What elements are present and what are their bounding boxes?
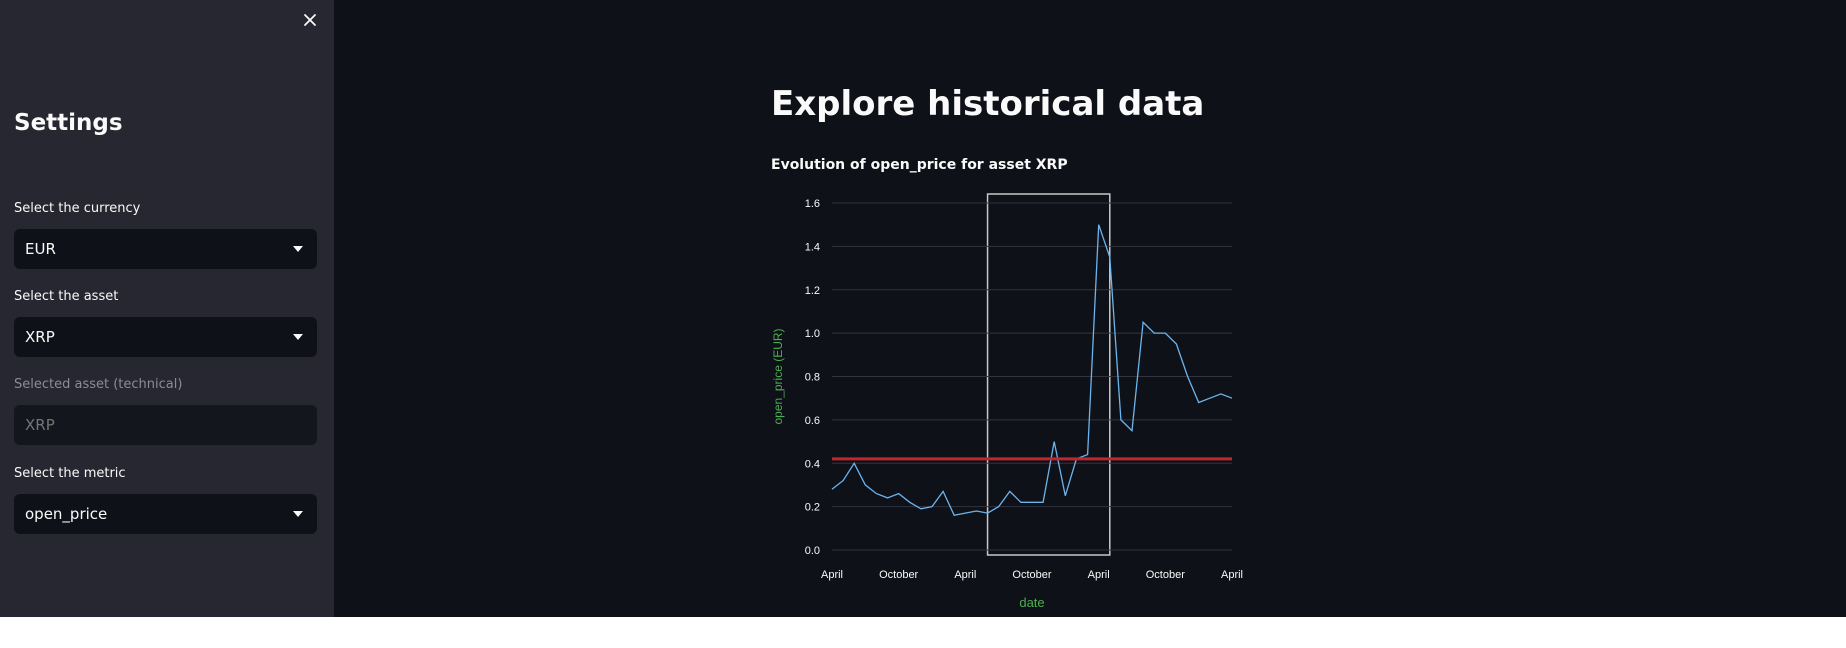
- close-sidebar-button[interactable]: [296, 6, 324, 34]
- metric-value: open_price: [25, 505, 108, 523]
- metric-select[interactable]: open_price: [14, 494, 317, 534]
- x-tick-label: April: [821, 569, 843, 581]
- series-line: [831, 224, 1233, 517]
- asset-select[interactable]: XRP: [14, 317, 317, 357]
- y-tick-label: 0.6: [805, 415, 820, 427]
- currency-select[interactable]: EUR: [14, 229, 317, 269]
- x-tick-label: October: [879, 569, 918, 581]
- y-tick-label: 0.2: [805, 502, 820, 514]
- y-tick-label: 1.6: [805, 198, 820, 210]
- x-tick-label: October: [1146, 569, 1185, 581]
- open-price-chart[interactable]: 0.0 0.2 0.4 0.6 0.8 1.0 1.2 1.4 1.6 April October…: [765, 190, 1245, 615]
- sidebar-title: Settings: [14, 110, 123, 136]
- x-tick-label: October: [1012, 569, 1051, 581]
- x-axis-label: date: [1019, 595, 1044, 610]
- chevron-down-icon: [279, 334, 317, 340]
- x-tick-label: April: [1221, 569, 1243, 581]
- chevron-down-icon: [279, 511, 317, 517]
- app-root: Settings Select the currency EUR Select …: [0, 0, 1846, 617]
- currency-value: EUR: [25, 240, 56, 258]
- metric-label: Select the metric: [14, 466, 126, 481]
- currency-label: Select the currency: [14, 201, 141, 216]
- highlight-range-box: [986, 193, 1111, 556]
- asset-label: Select the asset: [14, 289, 119, 304]
- technical-asset-input: [14, 405, 317, 445]
- y-tick-label: 0.8: [805, 372, 820, 384]
- y-tick-label: 1.0: [805, 328, 820, 340]
- sidebar: Settings Select the currency EUR Select …: [0, 0, 334, 617]
- y-axis-label: open_price (EUR): [771, 328, 785, 424]
- y-tick-label: 0.0: [805, 545, 820, 557]
- chevron-down-icon: [279, 246, 317, 252]
- y-tick-label: 1.2: [805, 285, 820, 297]
- chart-title: Evolution of open_price for asset XRP: [771, 157, 1068, 173]
- asset-value: XRP: [25, 328, 55, 346]
- page-title: Explore historical data: [771, 84, 1205, 124]
- y-tick-label: 0.4: [805, 458, 820, 470]
- close-icon: [304, 14, 316, 26]
- y-tick-label: 1.4: [805, 241, 820, 253]
- x-tick-label: April: [954, 569, 976, 581]
- x-tick-label: April: [1088, 569, 1110, 581]
- technical-asset-label: Selected asset (technical): [14, 377, 183, 392]
